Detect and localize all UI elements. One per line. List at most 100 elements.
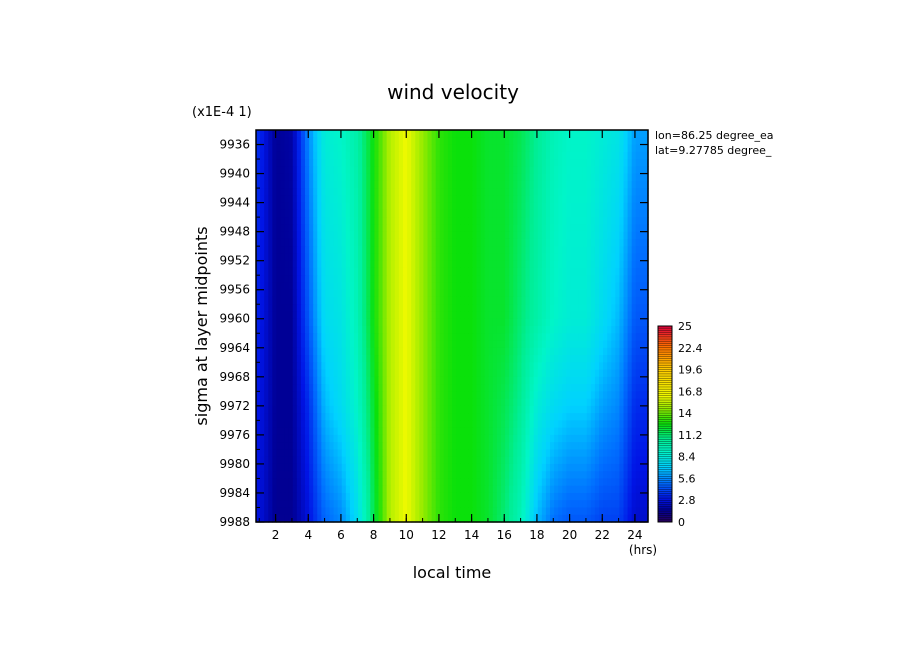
heatmap-cell [599, 456, 604, 465]
heatmap-cell [627, 159, 633, 167]
heatmap-cell [305, 209, 310, 218]
heatmap-cell [386, 347, 392, 356]
heatmap-cell [554, 347, 559, 356]
heatmap-cell [529, 442, 535, 451]
heatmap-cell [460, 195, 465, 204]
heatmap-cell [394, 333, 400, 342]
heatmap-cell [541, 253, 547, 262]
heatmap-cell [345, 224, 351, 233]
heatmap-cell [582, 485, 588, 494]
heatmap-cell [492, 224, 498, 233]
heatmap-cell [386, 413, 392, 421]
heatmap-cell [529, 398, 535, 407]
heatmap-cell [411, 478, 416, 487]
heatmap-cell [260, 500, 265, 509]
heatmap-cell [419, 384, 425, 392]
heatmap-cell [366, 144, 371, 153]
heatmap-cell [607, 355, 612, 363]
heatmap-cell [439, 253, 445, 262]
heatmap-cell [607, 304, 612, 313]
heatmap-cell [443, 413, 449, 421]
heatmap-cell [517, 246, 523, 255]
heatmap-cell [411, 369, 416, 378]
heatmap-cell [513, 267, 518, 276]
heatmap-cell [533, 260, 539, 269]
heatmap-cell [313, 282, 318, 291]
heatmap-cell [643, 159, 649, 167]
heatmap-cell [407, 427, 412, 436]
heatmap-cell [472, 188, 478, 196]
heatmap-cell [374, 420, 380, 429]
heatmap-cell [305, 405, 310, 414]
heatmap-cell [488, 130, 494, 138]
heatmap-cell [309, 180, 314, 189]
heatmap-cell [419, 434, 425, 443]
heatmap-cell [284, 442, 290, 451]
heatmap-cell [623, 456, 629, 465]
heatmap-cell [354, 478, 359, 487]
heatmap-cell [464, 434, 469, 443]
heatmap-cell [452, 376, 457, 385]
heatmap-cell [492, 137, 498, 146]
heatmap-cell [533, 231, 539, 240]
heatmap-cell [643, 347, 649, 356]
heatmap-cell [545, 427, 551, 436]
heatmap-cell [554, 449, 559, 458]
heatmap-cell [521, 456, 527, 465]
heatmap-cell [582, 398, 588, 407]
heatmap-cell [517, 296, 523, 305]
heatmap-cell [505, 333, 510, 342]
heatmap-cell [607, 376, 612, 385]
heatmap-cell [407, 326, 412, 334]
heatmap-cell [280, 492, 286, 501]
heatmap-cell [288, 195, 294, 204]
heatmap-cell [423, 275, 429, 284]
heatmap-cell [558, 333, 563, 342]
heatmap-cell [472, 217, 478, 225]
heatmap-cell [472, 275, 478, 284]
heatmap-cell [460, 253, 465, 262]
heatmap-cell [256, 471, 261, 480]
heatmap-cell [496, 202, 502, 211]
heatmap-cell [513, 427, 518, 436]
heatmap-cell [329, 188, 335, 196]
heatmap-cell [529, 434, 535, 443]
heatmap-cell [386, 224, 392, 233]
heatmap-cell [260, 202, 265, 211]
heatmap-cell [468, 282, 474, 291]
heatmap-cell [639, 311, 645, 320]
heatmap-cell [415, 311, 420, 320]
heatmap-cell [619, 144, 625, 153]
heatmap-cell [398, 159, 404, 167]
heatmap-cell [341, 202, 347, 211]
heatmap-cell [570, 485, 576, 494]
heatmap-cell [280, 347, 286, 356]
heatmap-cell [472, 231, 478, 240]
heatmap-cell [545, 144, 551, 153]
heatmap-cell [447, 326, 453, 334]
heatmap-cell [590, 289, 596, 298]
heatmap-cell [276, 144, 282, 153]
heatmap-cell [403, 427, 408, 436]
heatmap-cell [407, 355, 412, 363]
heatmap-cell [582, 384, 588, 392]
heatmap-cell [427, 362, 433, 371]
heatmap-cell [354, 217, 359, 225]
heatmap-cell [358, 492, 363, 501]
heatmap-cell [545, 347, 551, 356]
heatmap-cell [505, 340, 510, 349]
heatmap-cell [456, 434, 461, 443]
heatmap-cell [533, 188, 539, 196]
heatmap-cell [501, 463, 506, 472]
heatmap-cell [394, 246, 400, 255]
heatmap-cell [321, 166, 327, 175]
heatmap-cell [476, 231, 482, 240]
heatmap-cell [554, 355, 559, 363]
heatmap-cell [435, 384, 441, 392]
heatmap-cell [594, 253, 600, 262]
heatmap-cell [541, 398, 547, 407]
heatmap-cell [574, 253, 580, 262]
heatmap-cell [325, 405, 331, 414]
heatmap-cell [374, 471, 380, 480]
heatmap-cell [509, 209, 514, 218]
